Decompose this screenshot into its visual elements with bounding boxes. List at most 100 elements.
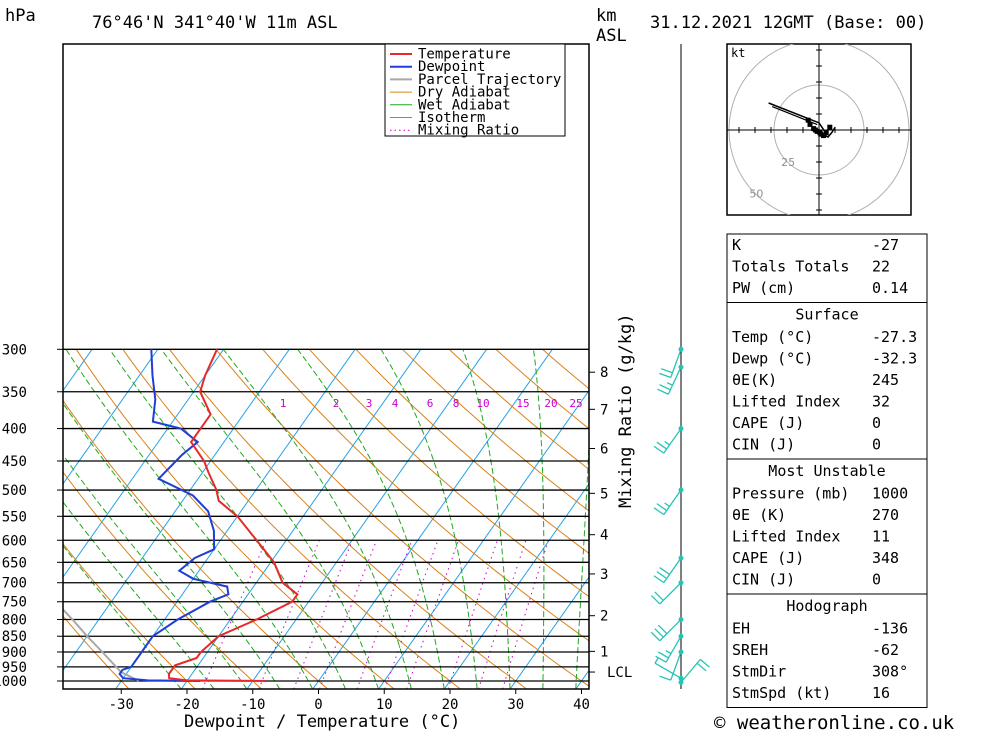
indices-value: 348 xyxy=(872,549,899,567)
mixing-ratio-label: 10 xyxy=(476,397,489,410)
pressure-tick-label: 950 xyxy=(2,660,27,676)
indices-value: 0 xyxy=(872,571,881,589)
mixing-ratio-line xyxy=(502,540,549,689)
isotherm-line xyxy=(180,349,422,689)
dewpoint-line xyxy=(118,349,230,682)
dry-adiabat-line xyxy=(63,542,196,689)
wind-barb-feather xyxy=(659,372,671,379)
wind-barb-half-feather xyxy=(665,649,672,655)
isotherm-line xyxy=(443,482,589,689)
wind-barb-feather xyxy=(656,441,668,450)
height-unit-label: km xyxy=(596,6,616,26)
datetime-label: 31.12.2021 12GMT (Base: 00) xyxy=(650,13,926,33)
mixing-ratio-label: 4 xyxy=(392,397,399,410)
wind-barb-feather xyxy=(659,675,671,681)
indices-value: 1000 xyxy=(872,485,908,503)
indices-value: 308° xyxy=(872,663,908,681)
legend-box xyxy=(384,43,566,137)
temperature-tick-label: 20 xyxy=(442,697,459,713)
hodograph-point xyxy=(805,117,811,123)
pressure-tick-label: 550 xyxy=(2,509,27,525)
legend-entry: Dry Adiabat xyxy=(418,85,511,101)
pressure-tick-label: 750 xyxy=(2,595,27,611)
wind-barb-dot xyxy=(678,679,684,685)
wind-barb xyxy=(650,617,684,642)
dry-adiabat-line xyxy=(915,349,1000,689)
wind-barb-feather xyxy=(654,591,664,601)
height-tick-label: 2 xyxy=(600,609,608,625)
dry-adiabat-line xyxy=(355,348,589,554)
mixing-ratio-axis-label: Mixing Ratio (g/kg) xyxy=(616,314,636,508)
legend-entry: Parcel Trajectory xyxy=(418,72,561,88)
wind-barb-feather xyxy=(653,445,665,454)
wind-barb-staff xyxy=(670,651,682,681)
mixing-ratio-line xyxy=(202,540,267,689)
mixing-ratio-label: 2 xyxy=(333,397,340,410)
hodograph-point xyxy=(827,124,833,130)
dry-adiabat-line xyxy=(215,348,589,687)
pressure-tick-label: 500 xyxy=(2,483,27,499)
wind-barb-dot xyxy=(678,364,684,370)
indices-label: Pressure (mb) xyxy=(732,485,849,503)
temperature-tick-label: 0 xyxy=(314,697,322,713)
dry-adiabat-line xyxy=(63,471,263,689)
height-tick-label: 3 xyxy=(600,567,608,583)
pressure-tick-label: 400 xyxy=(2,422,27,438)
indices-label: SREH xyxy=(732,641,768,659)
isotherm-line xyxy=(378,389,589,689)
pressure-tick-label: 650 xyxy=(2,555,27,571)
temperature-tick-label: 30 xyxy=(507,697,524,713)
wind-barb-half-feather xyxy=(666,382,673,386)
wind-barb-dot xyxy=(678,675,684,681)
indices-label: CIN (J) xyxy=(732,436,795,454)
isotherm-line xyxy=(115,349,356,689)
indices-label: θE (K) xyxy=(732,506,786,524)
indices-value: 0 xyxy=(872,436,881,454)
indices-label: StmSpd (kt) xyxy=(732,684,831,702)
wind-barb-half-feather xyxy=(664,502,670,507)
wind-barb xyxy=(659,346,684,379)
pressure-tick-label: 850 xyxy=(2,629,27,645)
wind-barb-feather xyxy=(699,658,710,668)
wind-barb-feather xyxy=(654,628,664,638)
wind-barb-dot xyxy=(678,487,684,493)
wind-barb-half-feather xyxy=(664,440,670,446)
mixing-ratio-line xyxy=(258,540,320,689)
wind-barb xyxy=(655,633,684,663)
height-tick-label: 6 xyxy=(600,441,608,457)
indices-block xyxy=(726,593,928,708)
dry-adiabat-line xyxy=(402,348,589,512)
wind-profile xyxy=(650,44,710,689)
temperature-tick-label: -10 xyxy=(240,697,265,713)
wind-barb-feather xyxy=(655,655,667,663)
indices-label: K xyxy=(732,236,741,254)
isotherm-line xyxy=(63,349,159,485)
wet-adiabat-line xyxy=(63,402,281,689)
mixing-ratio-label: 6 xyxy=(427,397,434,410)
indices-value: -27.3 xyxy=(872,328,917,346)
wet-adiabat-line xyxy=(297,349,445,689)
copyright-label: © weatheronline.co.uk xyxy=(714,712,955,733)
wet-adiabat-line xyxy=(63,544,182,689)
dry-adiabat-line xyxy=(75,349,395,689)
wind-barb-staff xyxy=(667,366,682,395)
hodograph-ring-label: 75 xyxy=(718,219,732,232)
indices-block xyxy=(726,302,928,460)
wind-barb xyxy=(678,658,710,685)
mixing-ratio-label: 8 xyxy=(453,397,460,410)
axis-ticks: 3003504004505005506006507007508008509009… xyxy=(0,342,632,713)
height-tick-label: 7 xyxy=(600,402,608,418)
dry-adiabat-line xyxy=(63,399,329,689)
hodograph-trace xyxy=(768,102,827,135)
indices-block xyxy=(726,233,928,303)
wind-barb-feather xyxy=(650,631,661,642)
pressure-tick-label: 900 xyxy=(2,645,27,661)
hodograph-ring-label: 50 xyxy=(749,188,763,201)
wind-barb-staff xyxy=(663,428,682,454)
wind-barb-feather xyxy=(657,651,669,659)
hodograph-point xyxy=(823,130,829,136)
indices-value: 0 xyxy=(872,414,881,432)
wind-barb-dot xyxy=(678,346,684,352)
wind-barb xyxy=(659,649,684,681)
pressure-tick-label: 800 xyxy=(2,613,27,629)
